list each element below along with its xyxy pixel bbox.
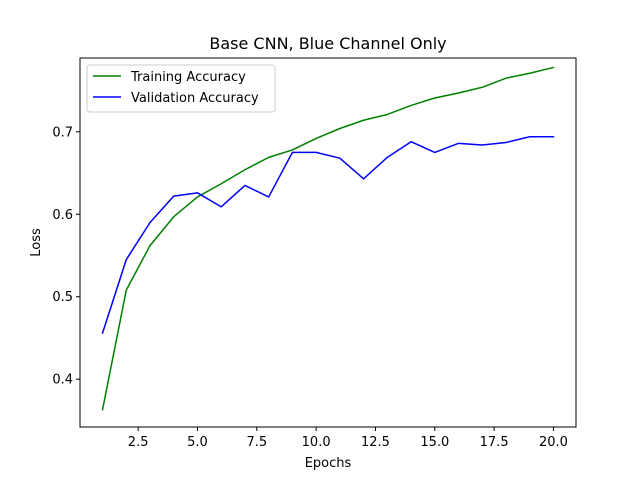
- series-line-training-accuracy: [101, 66, 555, 411]
- y-tick-label: 0.7: [52, 125, 73, 140]
- x-tick-label: 5.0: [187, 435, 208, 450]
- x-tick-label: 12.5: [361, 435, 390, 450]
- y-tick-label: 0.4: [52, 373, 73, 388]
- y-ticks: 0.4 0.5 0.6 0.7: [52, 125, 80, 388]
- x-tick-label: 2.5: [128, 435, 149, 450]
- plot-frame: [79, 57, 577, 428]
- x-tick-label: 15.0: [420, 435, 449, 450]
- x-axis-label: Epochs: [305, 456, 352, 471]
- y-tick-label: 0.6: [52, 208, 73, 223]
- series-line-validation-accuracy: [101, 136, 555, 334]
- legend-box: [86, 64, 276, 113]
- y-tick-label: 0.5: [52, 290, 73, 305]
- x-tick-label: 20.0: [539, 435, 568, 450]
- y-axis-label: Loss: [29, 228, 44, 257]
- x-tick-label: 17.5: [480, 435, 509, 450]
- x-tick-label: 7.5: [246, 435, 267, 450]
- chart-title: Base CNN, Blue Channel Only: [209, 34, 446, 53]
- legend-label-training-accuracy: Training Accuracy: [130, 70, 246, 85]
- x-ticks: 2.5 5.0 7.5 10.0 12.5 15.0 17.5 20.0: [128, 427, 568, 450]
- legend-label-validation-accuracy: Validation Accuracy: [131, 91, 259, 106]
- legend: Training Accuracy Validation Accuracy: [86, 64, 276, 113]
- series-group: [101, 66, 555, 411]
- x-tick-label: 10.0: [302, 435, 331, 450]
